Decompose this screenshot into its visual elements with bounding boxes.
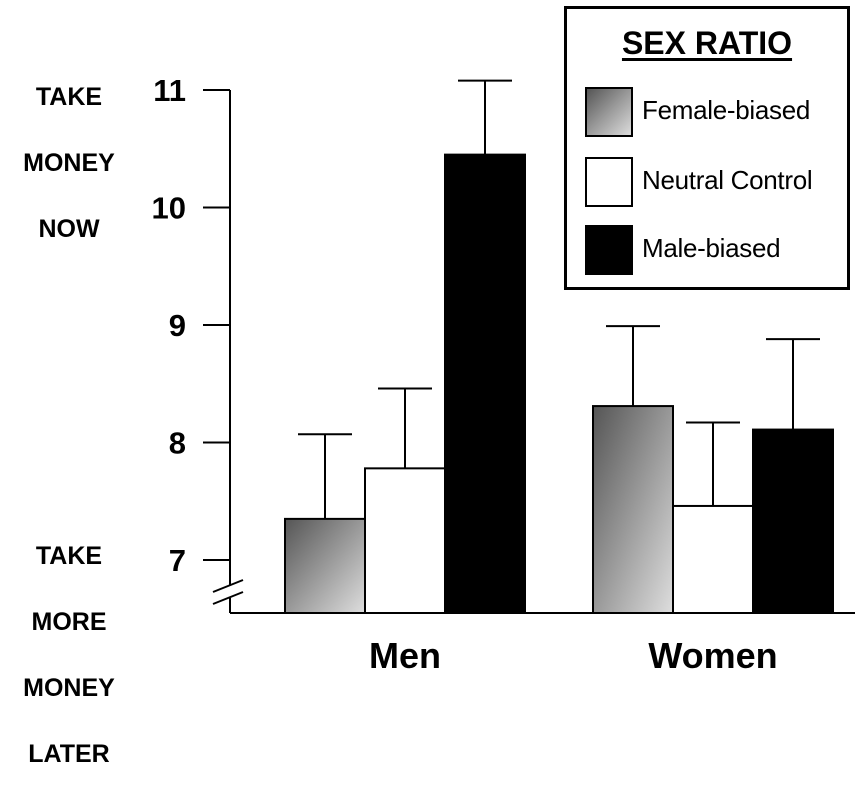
annotation-line: MONEY (23, 674, 115, 702)
legend-label: Female-biased (642, 95, 811, 125)
annotation-line: TAKE (35, 542, 103, 570)
legend-swatch-female-biased (585, 87, 633, 137)
bar-neutral-control-women (672, 504, 754, 615)
x-category-label: Women (648, 635, 777, 676)
legend-swatch-neutral-control (585, 157, 633, 207)
legend-label: Neutral Control (642, 165, 813, 195)
y-tick-label: 11 (153, 73, 186, 108)
bar-male-biased-men (444, 153, 526, 614)
chart-bars (284, 79, 834, 615)
y-tick-label: 8 (169, 426, 186, 461)
chart-labels: 7 8 9 10 11 Men Women (152, 73, 778, 676)
annotation-line: MORE (31, 608, 107, 636)
bar-chart: 7 8 9 10 11 Men Women (152, 73, 855, 676)
annotation-line: NOW (38, 215, 100, 243)
bar-male-biased-women (752, 428, 834, 615)
annotation-line: MONEY (23, 149, 115, 177)
legend-swatch-male-biased (585, 225, 633, 275)
legend-item-female-biased: Female-biased (585, 87, 847, 137)
annotation-take-money-now: TAKE MONEY NOW (0, 48, 138, 279)
axis-break-mark (212, 591, 244, 605)
y-tick-label: 7 (169, 543, 186, 578)
annotation-line: LATER (28, 740, 110, 768)
legend-title: SEX RATIO (621, 25, 793, 61)
x-category-label: Men (369, 635, 441, 676)
bar-female-biased-women (592, 405, 674, 615)
legend-item-male-biased: Male-biased (585, 225, 847, 275)
bar-neutral-control-men (364, 467, 446, 614)
chart-legend: SEX RATIO Female-biased Neutral Control … (564, 6, 850, 290)
y-tick-label: 9 (169, 308, 186, 343)
legend-item-neutral-control: Neutral Control (585, 157, 847, 207)
axis-break-mark (212, 579, 244, 593)
bar-female-biased-men (284, 517, 366, 614)
annotation-line: TAKE (35, 83, 103, 111)
annotation-take-more-money-later: TAKE MORE MONEY LATER (0, 507, 138, 804)
legend-label: Male-biased (642, 233, 781, 263)
y-tick-label: 10 (152, 191, 186, 226)
